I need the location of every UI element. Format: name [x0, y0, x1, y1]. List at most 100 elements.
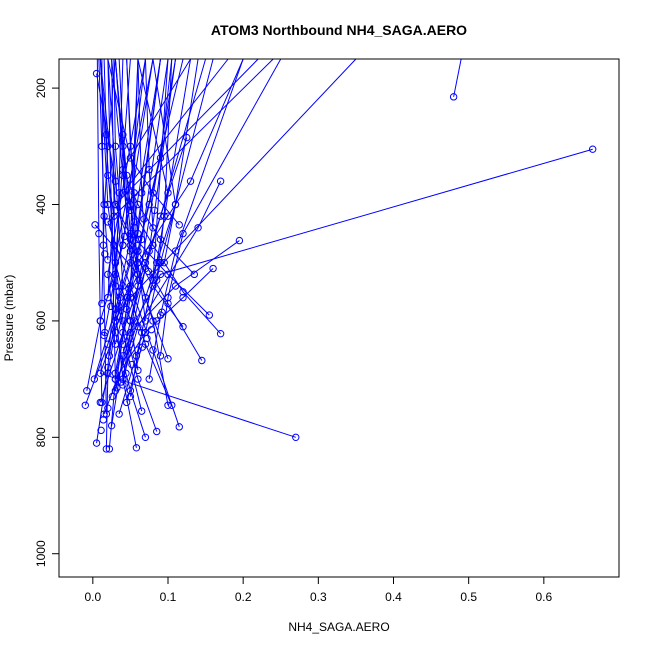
data-point [117, 378, 126, 386]
data-point [164, 189, 172, 197]
data-point [158, 308, 166, 316]
data-point [122, 369, 130, 377]
data-point [100, 212, 108, 220]
data-point [122, 305, 131, 313]
data-point [98, 398, 106, 407]
points-layer [81, 69, 597, 453]
data-point [130, 317, 138, 325]
data-point [164, 355, 172, 363]
data-point [134, 259, 142, 267]
data-point [97, 426, 105, 435]
y-axis-label: Pressure (mbar) [2, 275, 16, 362]
data-point [156, 212, 165, 220]
data-point [107, 421, 116, 430]
data-point [104, 256, 112, 264]
data-point [111, 282, 120, 290]
data-point [179, 229, 187, 238]
data-point [141, 253, 150, 261]
series-line-42 [126, 59, 139, 240]
y-tick-label: 1000 [34, 540, 48, 567]
data-point [145, 165, 153, 174]
data-point [126, 206, 135, 215]
chart-title: ATOM3 Northbound NH4_SAGA.AERO [211, 22, 467, 38]
data-point [150, 206, 159, 215]
x-axis: 0.0 0.1 0.2 0.3 0.4 0.5 0.6 [84, 576, 552, 604]
data-point [153, 276, 161, 284]
data-point [156, 235, 165, 244]
series-line-37 [159, 59, 282, 356]
data-point [100, 410, 108, 418]
data-point [164, 401, 172, 409]
data-point [126, 340, 135, 348]
data-point [111, 142, 120, 151]
data-point [134, 366, 142, 375]
data-point [100, 200, 108, 209]
data-point [119, 189, 127, 197]
data-point [132, 352, 141, 360]
series-line-29 [122, 59, 195, 275]
data-point [115, 288, 123, 296]
data-point [125, 285, 133, 293]
data-point [104, 293, 112, 302]
data-point [134, 200, 142, 209]
x-tick-label: 0.2 [235, 590, 252, 604]
data-point [104, 404, 112, 412]
data-point [141, 293, 150, 302]
data-point [149, 189, 157, 197]
series-line-2 [122, 148, 593, 345]
data-point [171, 282, 180, 290]
data-point [138, 343, 147, 351]
series-line-53 [96, 59, 103, 403]
data-point [105, 445, 114, 453]
data-point [104, 340, 112, 348]
data-point [149, 241, 157, 249]
data-point [126, 293, 135, 302]
series-layer [84, 59, 593, 450]
data-point [134, 235, 142, 244]
data-point [149, 317, 157, 325]
data-point [119, 352, 127, 360]
data-point [111, 270, 120, 279]
data-point [104, 171, 112, 180]
data-point [110, 212, 118, 220]
data-point [149, 276, 157, 284]
data-point [102, 130, 111, 139]
x-tick-label: 0.4 [385, 590, 402, 604]
data-point [119, 282, 127, 290]
data-point [126, 328, 135, 337]
data-point [134, 247, 142, 255]
data-point [156, 154, 165, 162]
data-point [111, 340, 120, 348]
data-point [111, 259, 120, 267]
data-point [145, 375, 153, 383]
x-tick-label: 0.6 [535, 590, 552, 604]
data-point [119, 130, 127, 139]
series-line-1 [453, 59, 462, 97]
data-point [126, 259, 135, 267]
data-point [175, 423, 183, 431]
data-point [235, 236, 244, 245]
data-point [122, 346, 131, 354]
data-point [96, 369, 105, 377]
data-point [164, 293, 172, 302]
data-point [96, 317, 105, 325]
series-line-52 [99, 59, 139, 371]
data-point [119, 340, 127, 348]
x-axis-label: NH4_SAGA.AERO [288, 620, 389, 634]
data-point [149, 282, 157, 290]
data-point [143, 334, 151, 343]
x-tick-label: 0.3 [310, 590, 327, 604]
data-point [119, 241, 127, 249]
data-point [141, 317, 150, 325]
data-point [100, 331, 108, 340]
series-line-46 [163, 59, 199, 263]
data-point [126, 154, 135, 162]
data-point [137, 407, 146, 415]
data-point [131, 224, 139, 232]
data-point [105, 352, 114, 360]
data-point [101, 328, 109, 337]
series-line-43 [137, 59, 146, 257]
data-point [126, 200, 135, 209]
data-point [209, 264, 217, 273]
